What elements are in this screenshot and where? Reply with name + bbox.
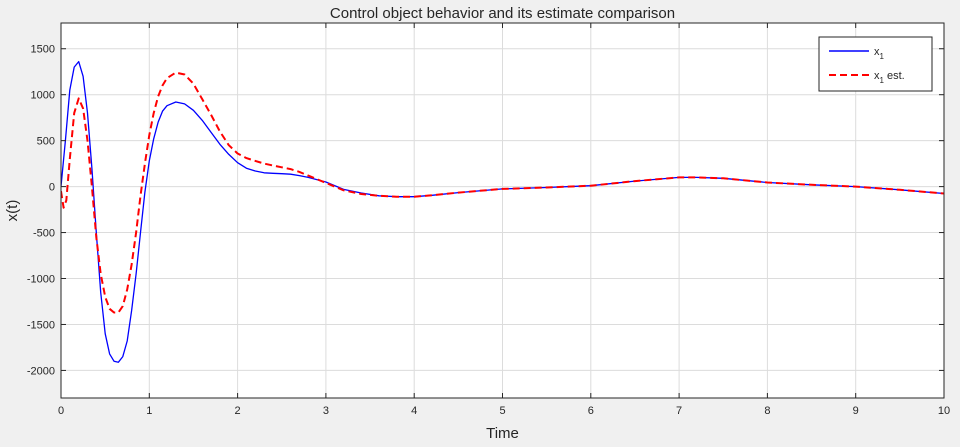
x-tick-label: 9: [853, 405, 859, 417]
legend-box: [818, 36, 933, 92]
y-tick-label: 1500: [31, 44, 55, 56]
y-tick-label: -2000: [27, 365, 55, 377]
y-tick-label: -1500: [27, 319, 55, 331]
series-layer: [61, 60, 944, 363]
x-tick-label: 4: [411, 405, 417, 417]
chart-title: Control object behavior and its estimate…: [330, 5, 675, 22]
y-tick-label: 1000: [31, 90, 55, 102]
x-tick-label: 2: [235, 405, 241, 417]
x-tick-label: 3: [323, 405, 329, 417]
y-tick-label: -1000: [27, 274, 55, 286]
series-line-x1-estimate: [61, 71, 944, 314]
x-tick-label: 10: [938, 405, 950, 417]
x-tick-label: 6: [588, 405, 594, 417]
x-axis-label: Time: [486, 425, 519, 442]
x-tick-label: 1: [146, 405, 152, 417]
grid-lines: [60, 23, 945, 398]
x-tick-label: 5: [499, 405, 505, 417]
x-tick-label: 7: [676, 405, 682, 417]
y-tick-label: 0: [49, 182, 55, 194]
y-tick-label: -500: [33, 228, 55, 240]
axis-ticks: 0 1 2 3 4 5 6 7 8 9 10 1500 1000 500 0 -500 -1000 -1500 -2…: [27, 23, 950, 417]
x-tick-label: 0: [58, 405, 64, 417]
legend-label: x1: [874, 46, 885, 61]
y-tick-label: 500: [37, 136, 55, 148]
y-axis-label: x(t): [4, 200, 21, 222]
x-tick-label: 8: [764, 405, 770, 417]
